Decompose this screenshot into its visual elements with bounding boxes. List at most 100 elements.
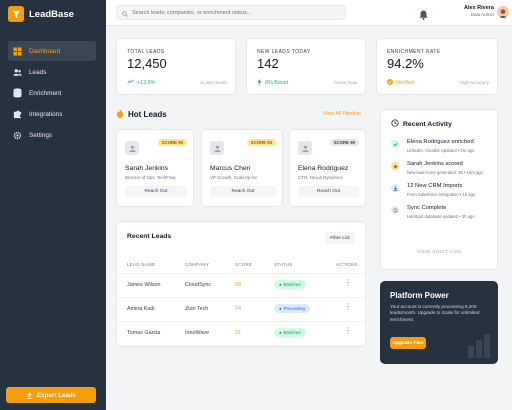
company-cell: Zion Tech [185, 306, 209, 312]
score-badge: SCORE 90 [329, 139, 359, 146]
status-badge: ● Enriched [274, 328, 306, 337]
bar-chart-icon [466, 332, 492, 358]
sidebar-item-enrichment[interactable]: Enrichment [8, 83, 96, 103]
sidebar-item-label: Leads [29, 68, 47, 76]
recent-activity-header: Recent Activity [391, 119, 452, 129]
activity-sub: HubSpot database updated • 3h ago [407, 214, 475, 219]
stat-note: vs last month [199, 80, 227, 85]
lead-name: Marcus Chen [210, 165, 251, 172]
recent-leads-title: Recent Leads [127, 233, 172, 240]
score-badge: SCORE 95 [157, 139, 187, 146]
platform-power-card: Platform Power Your account is currently… [380, 281, 498, 364]
column-header[interactable]: SCORE [235, 262, 253, 267]
more-options-icon[interactable]: ⋮ [344, 278, 352, 287]
dashboard-icon [13, 46, 22, 56]
more-options-icon[interactable]: ⋮ [344, 302, 352, 311]
check-icon [391, 140, 399, 148]
score-badge: SCORE 93 [246, 139, 276, 146]
reach-out-button[interactable]: Reach Out [125, 186, 187, 197]
hot-leads-title: Hot Leads [128, 110, 167, 119]
status-text: Enriched [283, 330, 301, 335]
trending-up-icon [127, 79, 134, 86]
table-row[interactable]: Tomas Garcia InnoWave 91 ● Enriched ⋮ [117, 321, 365, 345]
activity-title: 12 New CRM Imports [407, 183, 463, 189]
logo-icon [8, 6, 24, 22]
view-audit-log-link[interactable]: VIEW AUDIT LOG [416, 250, 462, 255]
hot-lead-card[interactable]: SCORE 90 Elena Rodriguez CTO, Nexus Dyna… [289, 129, 366, 207]
hot-leads-header: Hot Leads [116, 109, 167, 120]
stat-value: 142 [257, 56, 279, 71]
sidebar-item-label: Dashboard [29, 47, 61, 55]
hot-lead-card[interactable]: SCORE 93 Marcus Chen VP Growth, ScaleUp … [201, 129, 283, 207]
sidebar-item-integrations[interactable]: Integrations [8, 104, 96, 124]
lead-role: Director of Ops, TechFlow [125, 175, 176, 180]
user-placeholder-icon [298, 141, 312, 155]
activity-title: Sarah Jenkins scored [407, 161, 463, 167]
lead-role: CTO, Nexus Dynamics [298, 175, 343, 180]
flame-icon [116, 109, 124, 120]
sidebar-item-dashboard[interactable]: Dashboard [8, 41, 96, 61]
stat-change-text: 8% Boost [265, 80, 289, 86]
score-cell: 74 [235, 306, 241, 312]
stat-card-new-leads: NEW LEADS TODAY 142 8% Boost Active Now [246, 38, 366, 95]
search-box[interactable] [116, 5, 346, 20]
brand[interactable]: LeadBase [8, 6, 74, 22]
sidebar-item-label: Settings [29, 131, 53, 139]
status-text: Processing [283, 306, 305, 311]
stat-title: TOTAL LEADS [127, 49, 165, 55]
recent-activity-card: Recent Activity Elena Rodriguez enriched… [380, 109, 498, 270]
activity-sub: From Salesforce Integration • 1h ago [407, 192, 476, 197]
stat-title: NEW LEADS TODAY [257, 49, 311, 55]
stat-change-text: Verified [396, 80, 414, 86]
status-dot-icon: ● [279, 306, 282, 311]
search-input[interactable] [132, 9, 332, 16]
platform-power-text: Your account is currently processing 5,2… [390, 304, 480, 322]
filter-list-button[interactable]: Filter List [325, 232, 355, 244]
activity-title: Sync Complete [407, 205, 447, 211]
score-cell: 88 [235, 282, 241, 288]
reach-out-button[interactable]: Reach Out [210, 186, 276, 197]
sync-icon [391, 206, 399, 214]
column-header: ACTIONS [336, 262, 358, 267]
status-text: Enriched [283, 282, 301, 287]
status-badge: ● Enriched [274, 280, 306, 289]
more-options-icon[interactable]: ⋮ [344, 326, 352, 335]
export-leads-label: Export Leads [36, 391, 77, 399]
table-row[interactable]: James Wilson CloudSync 88 ● Enriched ⋮ [117, 273, 365, 297]
stat-value: 94.2% [387, 56, 424, 71]
brand-name: LeadBase [29, 8, 74, 20]
lead-name-cell: Amina Kadi [127, 306, 155, 312]
stat-change: 8% Boost [257, 79, 288, 87]
search-icon [122, 4, 128, 22]
recent-activity-title: Recent Activity [403, 120, 452, 128]
column-header[interactable]: LEAD NAME [127, 262, 156, 267]
view-all-pipeline-link[interactable]: View All Pipeline [323, 111, 361, 117]
reach-out-button[interactable]: Reach Out [298, 186, 359, 197]
bell-icon[interactable] [419, 7, 428, 20]
activity-sub: LinkedIn, Clearbit Updated • 2m ago [407, 148, 475, 153]
user-placeholder-icon [125, 141, 139, 155]
upload-icon [26, 386, 33, 404]
sidebar: LeadBase Dashboard Leads Enrichment Inte… [0, 0, 106, 410]
stat-change: +12.5% [127, 79, 155, 86]
user-placeholder-icon [210, 141, 224, 155]
lead-name: Elena Rodriguez [298, 165, 349, 172]
gear-icon [13, 131, 22, 140]
stat-card-total-leads: TOTAL LEADS 12,450 +12.5% vs last month [116, 38, 236, 95]
column-header[interactable]: STATUS [274, 262, 293, 267]
upgrade-plan-button[interactable]: Upgrade Plan [390, 337, 426, 349]
sidebar-item-leads[interactable]: Leads [8, 62, 96, 82]
company-cell: CloudSync [185, 282, 212, 288]
table-row[interactable]: Amina Kadi Zion Tech 74 ● Processing ⋮ [117, 297, 365, 321]
user-role: Data Admin [470, 12, 494, 17]
stat-title: ENRICHMENT RATE [387, 49, 441, 55]
sidebar-item-settings[interactable]: Settings [8, 125, 96, 145]
lead-name-cell: James Wilson [127, 282, 161, 288]
export-leads-button[interactable]: Export Leads [6, 387, 96, 403]
user-info[interactable]: Alex Rivera Data Admin [464, 5, 494, 17]
column-header[interactable]: COMPANY [185, 262, 210, 267]
users-icon [13, 68, 22, 77]
hot-lead-card[interactable]: SCORE 95 Sarah Jenkins Director of Ops, … [116, 129, 194, 207]
stat-value: 12,450 [127, 56, 167, 71]
avatar[interactable] [497, 6, 509, 18]
